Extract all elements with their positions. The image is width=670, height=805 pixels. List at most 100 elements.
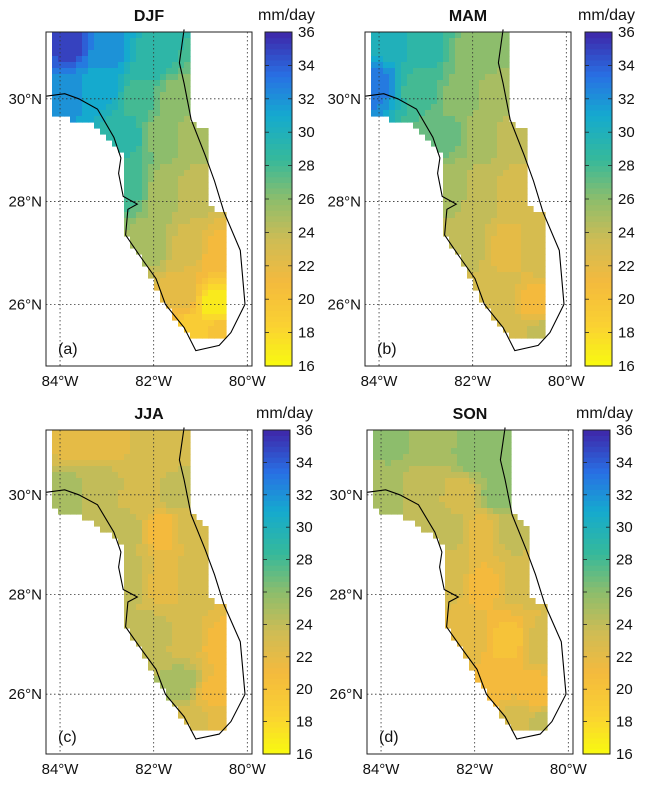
field-cell xyxy=(208,616,215,623)
field-cell xyxy=(166,68,173,75)
colorbar-segment xyxy=(263,451,290,458)
field-cell xyxy=(505,526,512,533)
coastline xyxy=(45,427,246,740)
field-cell xyxy=(94,98,101,105)
field-cell xyxy=(539,302,546,309)
field-cell xyxy=(172,586,179,593)
field-cell xyxy=(479,110,486,117)
field-cell xyxy=(491,260,498,267)
field-cell xyxy=(154,646,161,653)
field-cell xyxy=(467,230,474,237)
field-cell xyxy=(455,164,462,171)
field-cell xyxy=(457,502,464,509)
field-cell xyxy=(202,592,209,599)
field-cell xyxy=(148,538,155,545)
field-cell xyxy=(88,478,95,485)
field-cell xyxy=(148,664,155,671)
field-cell xyxy=(196,236,203,243)
field-cell xyxy=(485,116,492,123)
field-cell xyxy=(505,550,512,557)
field-cell xyxy=(136,514,143,521)
field-cell xyxy=(455,80,462,87)
field-cell xyxy=(467,272,474,279)
field-cell xyxy=(130,224,137,231)
field-cell xyxy=(421,454,428,461)
field-cell xyxy=(541,610,548,617)
field-cell xyxy=(497,218,504,225)
field-cell xyxy=(58,104,65,111)
field-cell xyxy=(449,98,456,105)
field-cell xyxy=(457,430,464,437)
field-cell xyxy=(148,652,155,659)
colorbar-segment xyxy=(263,732,290,739)
field-cell xyxy=(431,104,438,111)
field-cell xyxy=(106,86,113,93)
field-cell xyxy=(184,550,191,557)
field-cell xyxy=(94,520,101,527)
field-cell xyxy=(136,484,143,491)
field-cell xyxy=(100,436,107,443)
field-cell xyxy=(505,646,512,653)
field-cell xyxy=(172,290,179,297)
field-cell xyxy=(184,700,191,707)
field-cell xyxy=(202,158,209,165)
field-cell xyxy=(142,628,149,635)
field-cell xyxy=(521,326,528,333)
field-cell xyxy=(451,520,458,527)
field-cell xyxy=(178,158,185,165)
field-cell xyxy=(541,628,548,635)
field-cell xyxy=(509,296,516,303)
field-cell xyxy=(373,472,380,479)
field-cell xyxy=(160,640,167,647)
field-cell xyxy=(485,74,492,81)
field-cell xyxy=(166,86,173,93)
field-cell xyxy=(457,520,464,527)
field-cell xyxy=(491,242,498,249)
field-cell xyxy=(214,278,221,285)
field-cell xyxy=(493,604,500,611)
field-cell xyxy=(184,448,191,455)
field-cell xyxy=(407,56,414,63)
field-cell xyxy=(541,694,548,701)
field-cell xyxy=(443,38,450,45)
field-cell xyxy=(449,164,456,171)
field-cell xyxy=(112,478,119,485)
field-cell xyxy=(166,550,173,557)
field-cell xyxy=(503,140,510,147)
field-cell xyxy=(52,430,59,437)
field-cell xyxy=(142,44,149,51)
field-cell xyxy=(455,32,462,39)
field-cell xyxy=(497,182,504,189)
field-cell xyxy=(469,472,476,479)
field-cell xyxy=(443,74,450,81)
field-cell xyxy=(178,526,185,533)
field-cell xyxy=(503,92,510,99)
field-cell xyxy=(178,50,185,57)
field-cell xyxy=(208,718,215,725)
colorbar-segment xyxy=(583,613,610,620)
field-cell xyxy=(154,562,161,569)
field-cell xyxy=(172,80,179,87)
field-cell xyxy=(529,622,536,629)
field-cell xyxy=(445,478,452,485)
field-cell xyxy=(419,32,426,39)
field-cell xyxy=(511,562,518,569)
field-cell xyxy=(505,580,512,587)
field-cell xyxy=(517,652,524,659)
field-cell xyxy=(136,80,143,87)
field-cell xyxy=(521,206,528,213)
field-cell xyxy=(166,188,173,195)
field-cell xyxy=(220,682,227,689)
field-cell xyxy=(214,664,221,671)
field-cell xyxy=(425,74,432,81)
colorbar-tick-label: 30 xyxy=(298,124,315,141)
field-cell xyxy=(148,122,155,129)
field-cell xyxy=(130,140,137,147)
field-cell xyxy=(457,484,464,491)
field-cell xyxy=(517,664,524,671)
colorbar-segment xyxy=(265,215,292,222)
field-cell xyxy=(433,484,440,491)
field-cell xyxy=(491,308,498,315)
field-cell xyxy=(535,652,542,659)
field-cell xyxy=(190,574,197,581)
